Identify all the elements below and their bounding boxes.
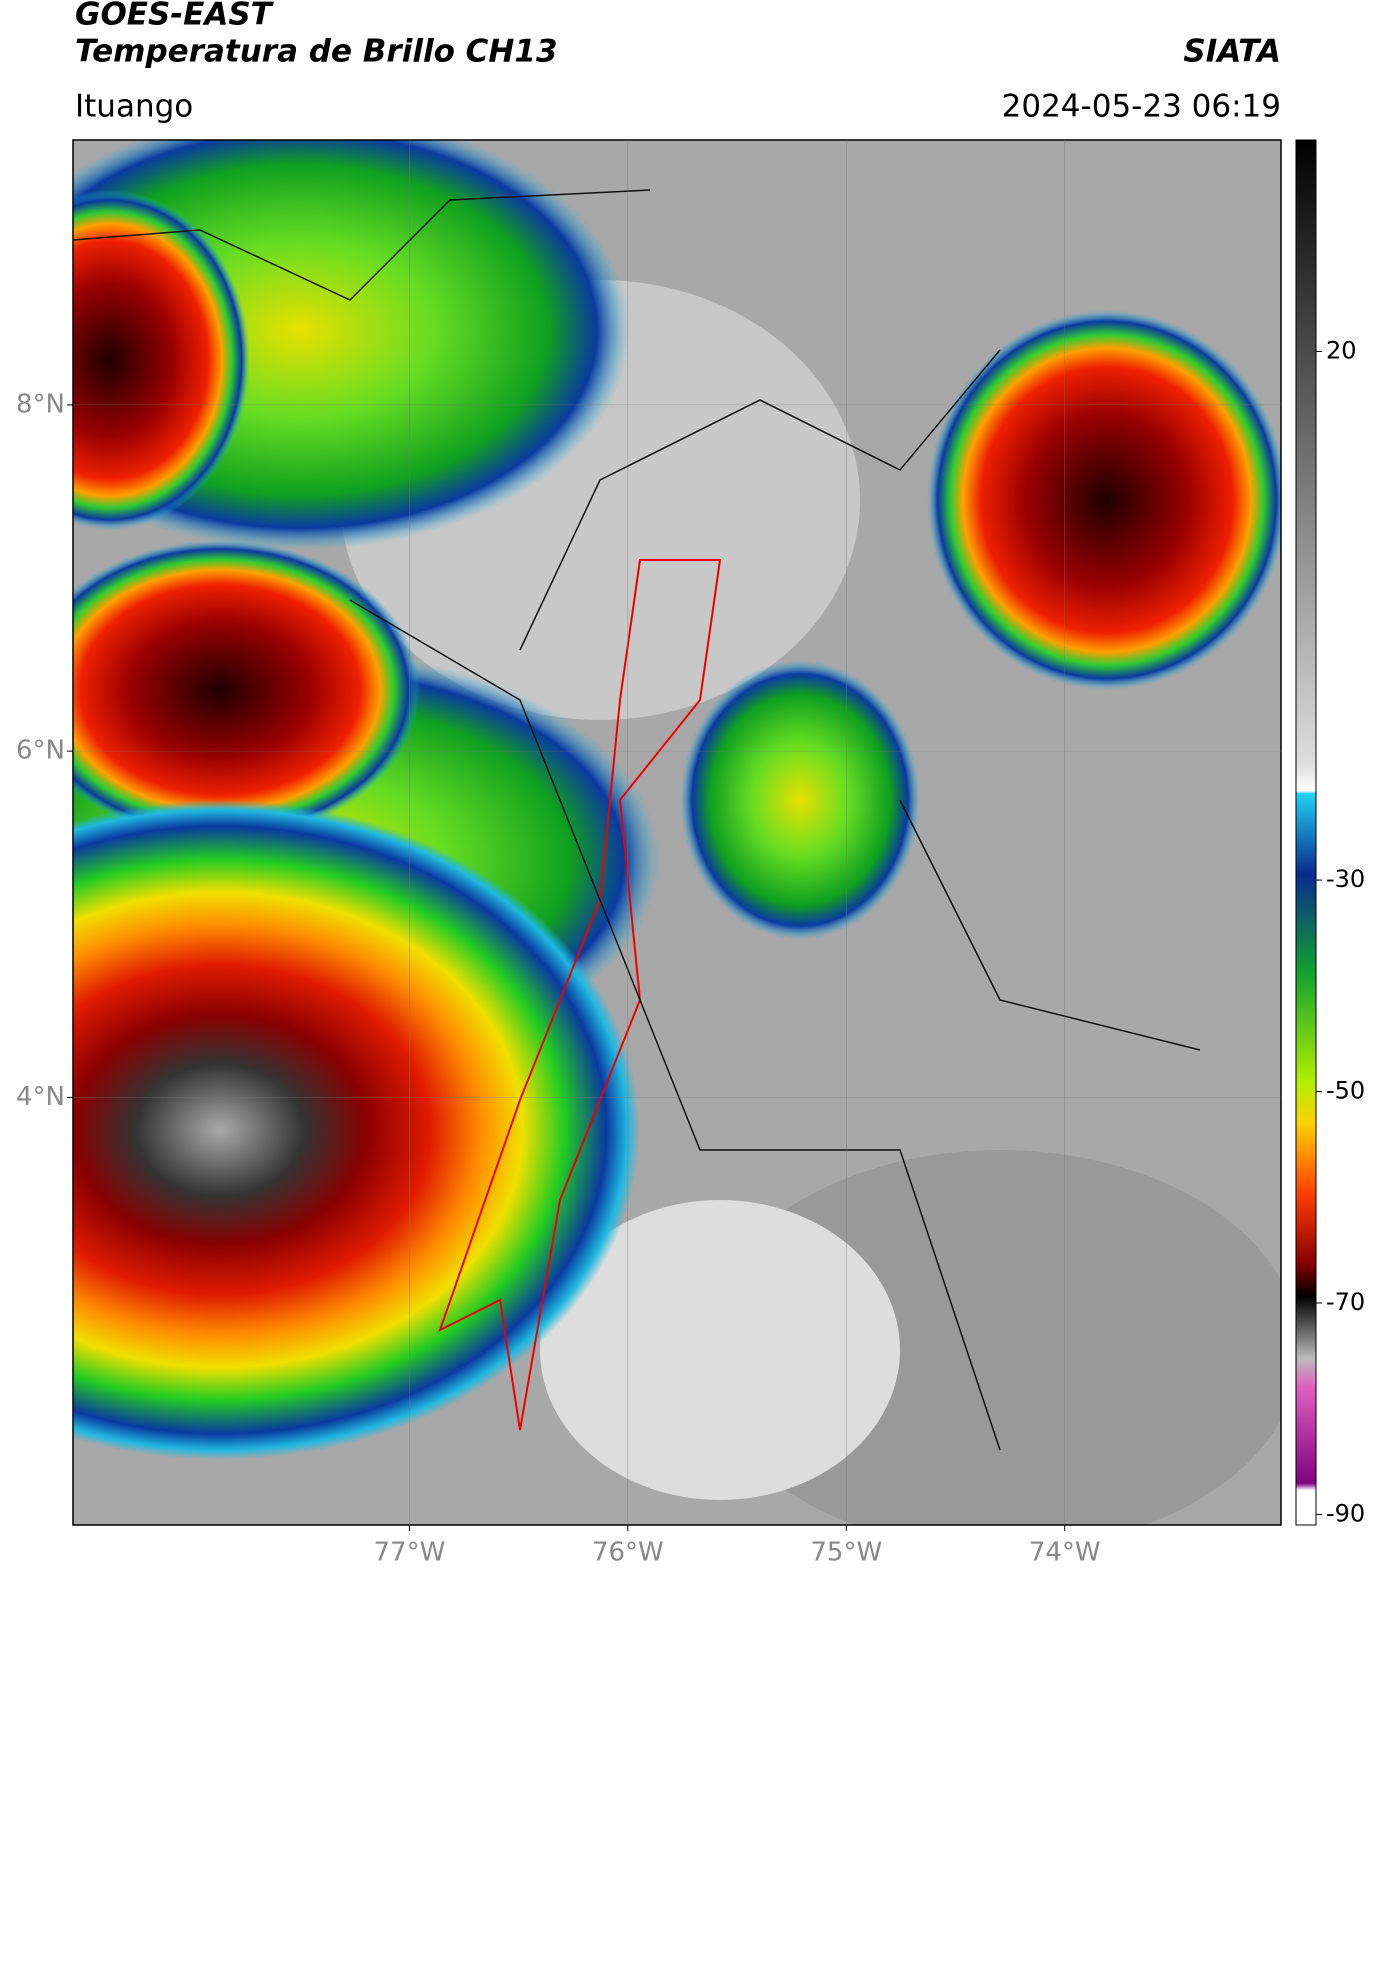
colorbar-tick-label: -30 xyxy=(1326,865,1365,893)
x-tick-label: 77°W xyxy=(374,1538,446,1568)
location: Ituango xyxy=(75,89,193,125)
y-tick-label: 4°N xyxy=(16,1082,65,1112)
colorbar-tick-label: -90 xyxy=(1326,1499,1365,1527)
x-tick-label: 76°W xyxy=(592,1538,664,1568)
colorbar-tick-label: -50 xyxy=(1326,1077,1365,1105)
map-frame xyxy=(72,139,1282,1526)
x-tick-label: 74°W xyxy=(1029,1538,1101,1568)
colorbar-tick-label: 20 xyxy=(1326,336,1357,364)
colorbar-tick-label: -70 xyxy=(1326,1288,1365,1316)
y-tick-label: 6°N xyxy=(16,736,65,766)
title: GOES-EAST xyxy=(75,0,275,33)
colorbar xyxy=(1295,139,1317,1526)
datetime: 2024-05-23 06:19 xyxy=(1002,89,1281,125)
source: SIATA xyxy=(1183,34,1281,70)
subtitle: Temperatura de Brillo CH13 xyxy=(75,34,558,70)
y-tick-label: 8°N xyxy=(16,389,65,419)
x-tick-label: 75°W xyxy=(810,1538,882,1568)
map-imagery xyxy=(73,140,1281,1525)
